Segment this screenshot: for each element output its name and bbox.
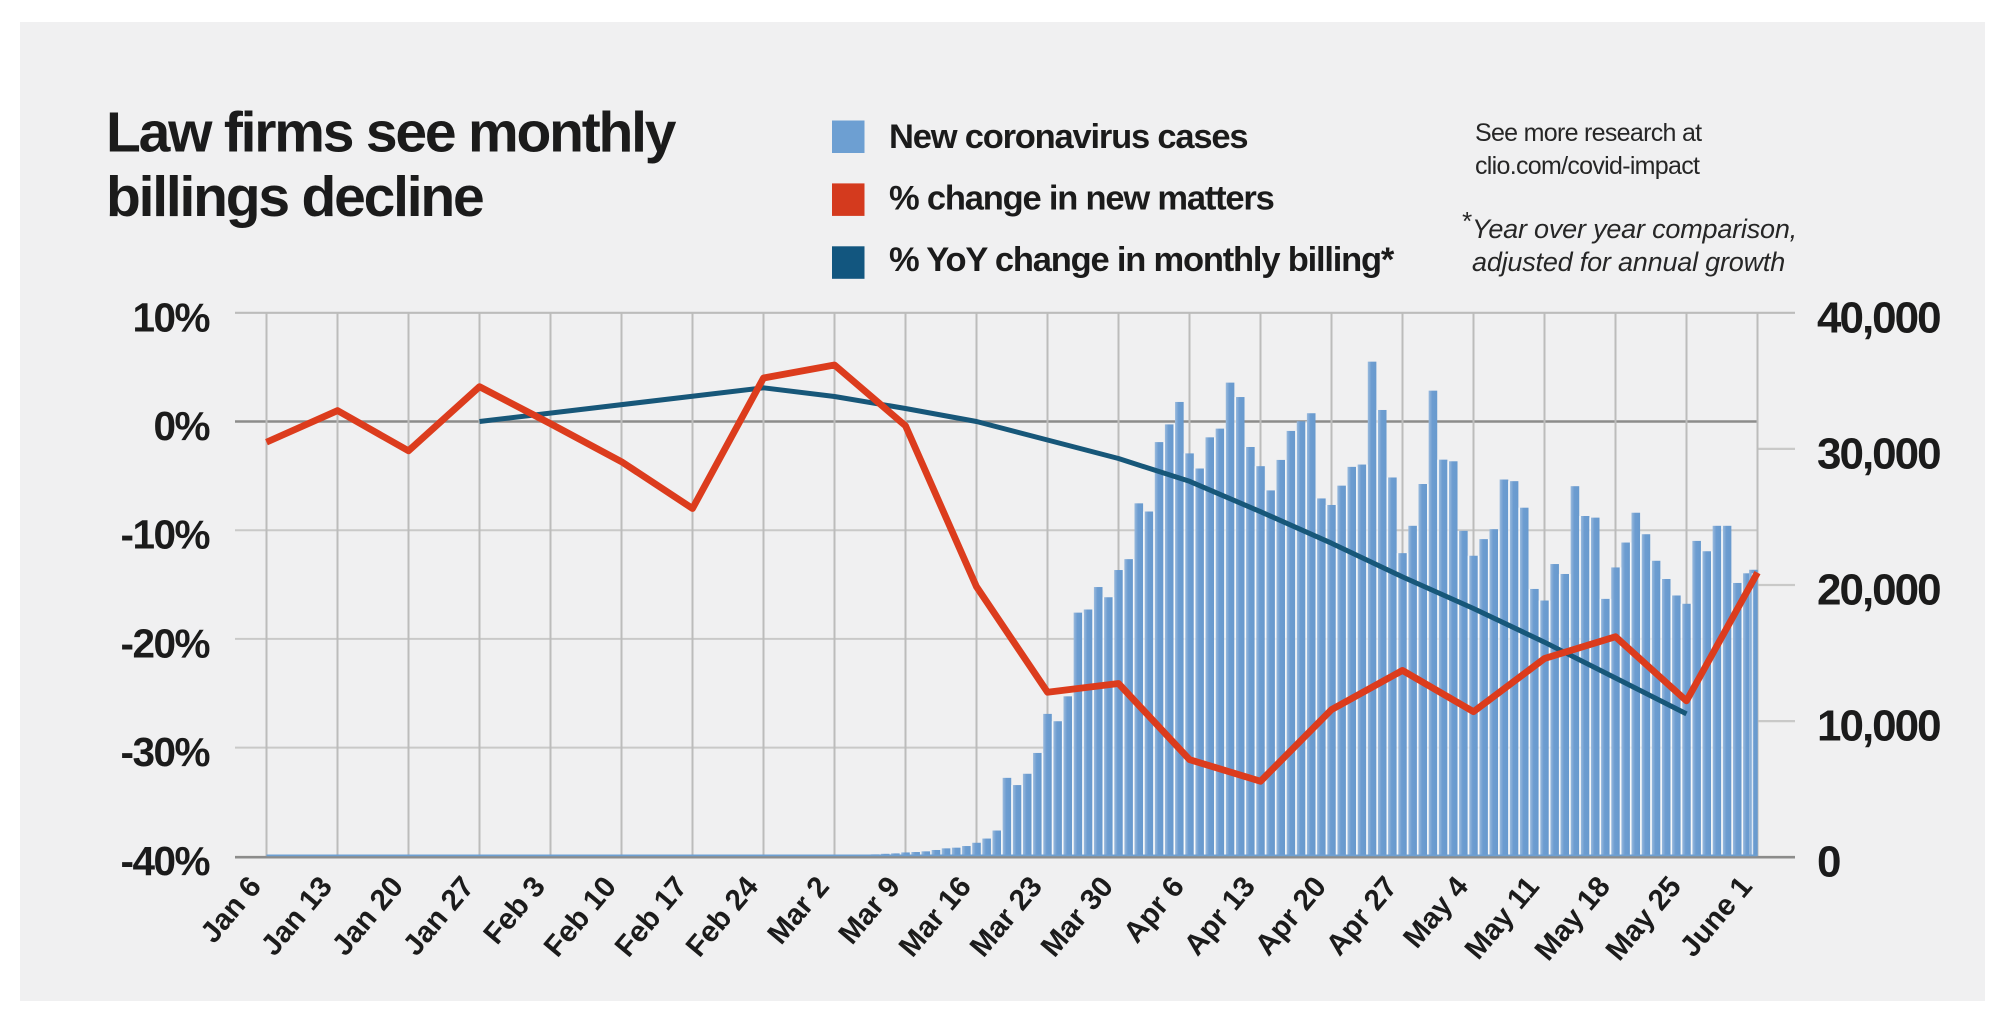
svg-text:adjusted for annual growth: adjusted for annual growth: [1472, 247, 1785, 277]
svg-text:clio.com/covid-impact: clio.com/covid-impact: [1475, 152, 1700, 180]
svg-text:*: *: [1461, 206, 1472, 236]
svg-text:Year over year comparison,: Year over year comparison,: [1472, 214, 1797, 244]
svg-text:30,000: 30,000: [1817, 429, 1940, 478]
svg-text:-30%: -30%: [120, 729, 209, 775]
svg-text:New coronavirus cases: New coronavirus cases: [889, 118, 1247, 156]
svg-text:Law firms see monthly: Law firms see monthly: [106, 101, 677, 165]
svg-text:billings decline: billings decline: [106, 165, 483, 229]
svg-text:-40%: -40%: [120, 838, 209, 884]
svg-text:40,000: 40,000: [1817, 293, 1940, 342]
svg-text:-20%: -20%: [120, 620, 209, 666]
svg-text:-10%: -10%: [120, 512, 209, 558]
svg-text:See more research at: See more research at: [1475, 119, 1702, 147]
svg-text:10%: 10%: [132, 294, 209, 340]
svg-text:% change in new matters: % change in new matters: [889, 180, 1274, 218]
svg-text:0%: 0%: [153, 403, 209, 449]
svg-text:% YoY change in monthly billin: % YoY change in monthly billing*: [889, 241, 1395, 279]
svg-text:0: 0: [1817, 838, 1840, 887]
svg-text:10,000: 10,000: [1817, 702, 1940, 751]
svg-text:20,000: 20,000: [1817, 566, 1940, 615]
